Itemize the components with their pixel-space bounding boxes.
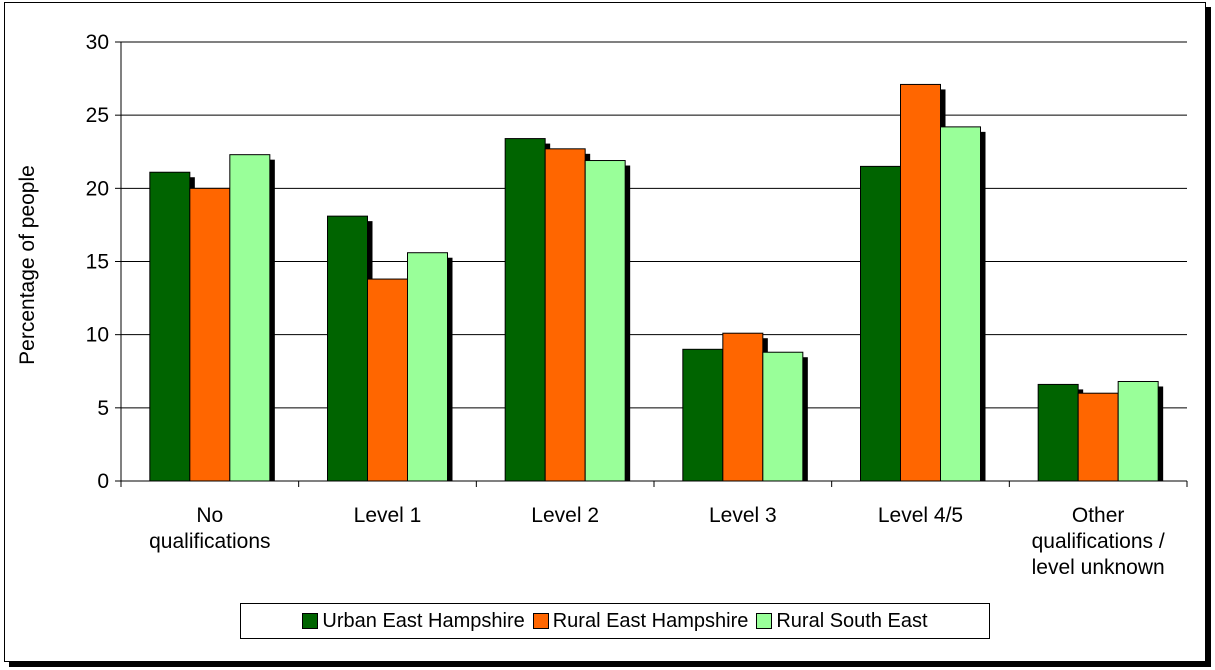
- bars: [149, 83, 1159, 482]
- bar: [327, 215, 368, 482]
- bar: [584, 160, 626, 482]
- bar: [1037, 383, 1079, 482]
- x-tick-label: Level 2: [531, 504, 599, 527]
- bar: [940, 126, 981, 482]
- y-axis-label: Percentage of people: [16, 165, 39, 365]
- y-tick-label: 30: [86, 31, 109, 54]
- x-tick-label: Level 1: [354, 504, 422, 527]
- legend-item: Rural East Hampshire: [532, 609, 749, 633]
- y-tick-label: 20: [86, 177, 109, 200]
- x-tick-label: Level 3: [709, 504, 777, 527]
- bar: [762, 351, 804, 482]
- bar: [407, 252, 448, 482]
- legend-swatch: [756, 613, 773, 629]
- bar: [544, 148, 586, 482]
- legend-label: Rural South East: [776, 609, 928, 632]
- x-tick-label: Level 4/5: [878, 504, 963, 527]
- bar: [504, 138, 546, 482]
- bar: [1077, 392, 1119, 482]
- y-tick-label: 15: [86, 251, 109, 274]
- y-tick-label: 0: [97, 470, 109, 493]
- legend-item: Rural South East: [756, 609, 928, 633]
- bar: [189, 187, 231, 482]
- bar: [860, 165, 901, 482]
- bar: [149, 171, 191, 482]
- axes: [115, 41, 1188, 487]
- bar: [367, 278, 408, 482]
- bar: [1117, 380, 1159, 482]
- y-tick-label: 5: [97, 397, 109, 420]
- bar: [682, 348, 724, 482]
- legend: Urban East Hampshire Rural East Hampshire…: [240, 603, 990, 639]
- y-tick-label: 25: [86, 104, 109, 127]
- x-tick-label: Other qualifications / level unknown: [1032, 504, 1165, 579]
- bar: [900, 83, 941, 482]
- y-tick-labels: 0 5 10 15 20 25 30: [86, 31, 109, 493]
- bar: [722, 332, 764, 482]
- bar-shadows: [154, 89, 1164, 482]
- bar: [229, 154, 271, 482]
- x-tick-labels: No qualifications Level 1 Level 2 Level 3 Lev…: [149, 504, 1165, 579]
- legend-swatch: [302, 613, 319, 629]
- legend-label: Rural East Hampshire: [552, 609, 749, 632]
- legend-label: Urban East Hampshire: [322, 609, 525, 632]
- legend-item: Urban East Hampshire: [302, 609, 525, 633]
- x-tick-label: No qualifications: [149, 504, 270, 553]
- y-tick-label: 10: [86, 324, 109, 347]
- gridlines: [121, 41, 1187, 409]
- legend-swatch: [532, 613, 549, 629]
